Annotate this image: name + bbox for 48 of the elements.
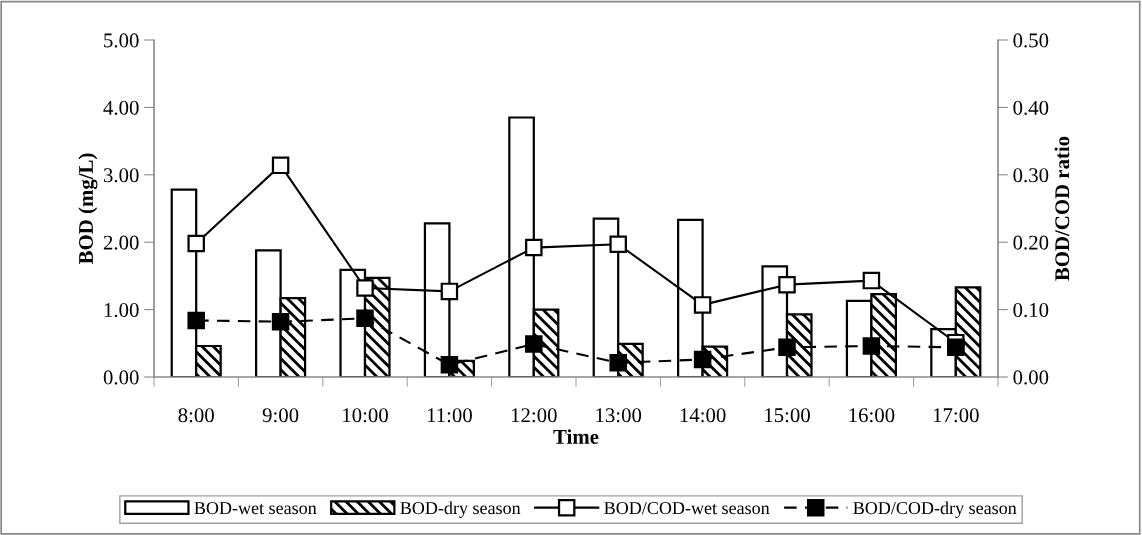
- point: [271, 156, 290, 175]
- x-tick-label: 12:00: [511, 408, 557, 423]
- legend-label: BOD-dry season: [400, 501, 521, 518]
- point: [778, 275, 796, 294]
- point: [187, 311, 205, 330]
- point: [187, 234, 205, 253]
- y2-tick-label: 0.30: [1013, 168, 1049, 183]
- y2-tick-label: 0.20: [1013, 235, 1049, 250]
- point: [693, 296, 712, 314]
- legend-label: BOD/COD-dry season: [853, 501, 1017, 518]
- point: [862, 337, 881, 355]
- point: [356, 279, 374, 297]
- point: [778, 338, 796, 357]
- legend-label: BOD/COD-wet season: [604, 502, 770, 515]
- point: [525, 238, 543, 257]
- point: [609, 354, 627, 372]
- x-axis-title: Time: [553, 429, 599, 444]
- point: [525, 335, 543, 353]
- point: [609, 235, 627, 253]
- x-tick-label: 13:00: [596, 408, 642, 423]
- x-tick-label: 8:00: [178, 408, 214, 423]
- y-tick-label: 5.00: [104, 33, 139, 48]
- y-tick-label: 4.00: [103, 100, 139, 115]
- point: [440, 356, 459, 374]
- legend-label: BOD-wet season: [194, 502, 317, 515]
- y-tick-label: 2.00: [103, 235, 139, 250]
- point: [862, 271, 881, 290]
- x-tick-label: 16:00: [849, 408, 895, 423]
- point: [440, 282, 459, 301]
- x-tick-label: 10:00: [343, 408, 388, 423]
- point: [271, 312, 290, 331]
- y2-tick-label: 0.00: [1013, 370, 1049, 385]
- y2-axis-title: BOD/COD ratio: [1054, 136, 1070, 281]
- y-tick-label: 1.00: [104, 302, 139, 318]
- x-tick-label: 14:00: [680, 408, 726, 423]
- y2-tick-label: 0.50: [1013, 33, 1049, 48]
- y-tick-label: 0.00: [103, 370, 139, 385]
- y-tick-label: 3.00: [103, 168, 139, 183]
- x-tick-label: 11:00: [427, 408, 472, 423]
- point: [356, 309, 374, 328]
- y-axis-title: BOD (mg/L): [78, 153, 98, 264]
- x-tick-label: 9:00: [262, 408, 299, 423]
- point: [693, 350, 712, 369]
- y2-tick-label: 0.40: [1013, 100, 1049, 115]
- y2-tick-label: 0.10: [1013, 302, 1049, 318]
- point: [947, 338, 965, 357]
- x-tick-label: 17:00: [933, 408, 979, 423]
- x-tick-label: 15:00: [765, 408, 810, 423]
